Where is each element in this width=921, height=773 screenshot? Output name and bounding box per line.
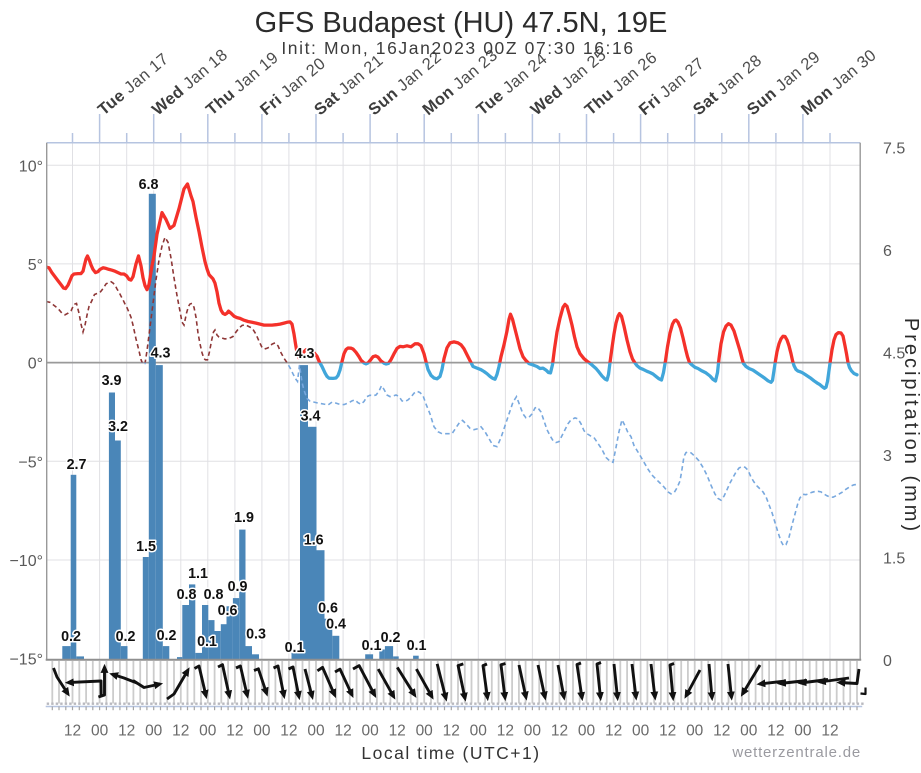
svg-text:12: 12 bbox=[551, 723, 568, 740]
svg-text:0.4: 0.4 bbox=[326, 617, 346, 633]
svg-text:1.5: 1.5 bbox=[883, 551, 905, 568]
svg-text:00: 00 bbox=[91, 723, 109, 740]
svg-text:00: 00 bbox=[253, 723, 271, 740]
svg-text:0.6: 0.6 bbox=[318, 601, 338, 617]
svg-text:00: 00 bbox=[470, 723, 488, 740]
svg-text:00: 00 bbox=[686, 723, 704, 740]
svg-text:10°: 10° bbox=[19, 159, 43, 176]
svg-text:12: 12 bbox=[659, 723, 676, 740]
svg-text:0.3: 0.3 bbox=[246, 627, 266, 643]
svg-text:Local time (UTC+1): Local time (UTC+1) bbox=[361, 743, 540, 763]
svg-text:00: 00 bbox=[794, 723, 812, 740]
svg-text:−10°: −10° bbox=[9, 553, 43, 570]
svg-text:0.1: 0.1 bbox=[407, 638, 427, 654]
svg-text:0.2: 0.2 bbox=[157, 628, 177, 644]
svg-text:1.9: 1.9 bbox=[234, 510, 254, 526]
svg-text:0°: 0° bbox=[28, 356, 43, 373]
svg-text:Init: Mon, 16Jan2023 00Z 07:30: Init: Mon, 16Jan2023 00Z 07:30 16:16 bbox=[281, 38, 634, 58]
svg-text:3.9: 3.9 bbox=[102, 373, 122, 389]
svg-text:12: 12 bbox=[821, 723, 838, 740]
svg-text:0.1: 0.1 bbox=[362, 638, 382, 654]
svg-text:6.8: 6.8 bbox=[139, 177, 159, 193]
svg-text:1.6: 1.6 bbox=[304, 533, 324, 549]
svg-text:−5°: −5° bbox=[18, 454, 43, 471]
svg-text:12: 12 bbox=[118, 723, 135, 740]
svg-text:00: 00 bbox=[145, 723, 163, 740]
svg-text:00: 00 bbox=[307, 723, 325, 740]
svg-text:3.4: 3.4 bbox=[301, 409, 321, 425]
svg-text:GFS Budapest (HU) 47.5N, 19E: GFS Budapest (HU) 47.5N, 19E bbox=[255, 7, 668, 39]
svg-text:12: 12 bbox=[334, 723, 351, 740]
svg-text:12: 12 bbox=[497, 723, 514, 740]
svg-text:2.7: 2.7 bbox=[67, 457, 87, 473]
svg-text:4.5: 4.5 bbox=[883, 345, 905, 362]
svg-text:0: 0 bbox=[883, 653, 892, 670]
svg-text:3.2: 3.2 bbox=[108, 419, 128, 435]
svg-text:0.8: 0.8 bbox=[204, 587, 224, 603]
svg-text:00: 00 bbox=[632, 723, 650, 740]
svg-text:00: 00 bbox=[524, 723, 542, 740]
svg-text:4.3: 4.3 bbox=[151, 346, 171, 362]
svg-text:6: 6 bbox=[883, 243, 892, 260]
svg-text:12: 12 bbox=[280, 723, 297, 740]
svg-text:3: 3 bbox=[883, 448, 892, 465]
svg-text:12: 12 bbox=[713, 723, 730, 740]
svg-text:0.1: 0.1 bbox=[285, 640, 305, 656]
svg-text:00: 00 bbox=[578, 723, 596, 740]
svg-text:00: 00 bbox=[416, 723, 434, 740]
svg-text:12: 12 bbox=[226, 723, 243, 740]
svg-text:12: 12 bbox=[605, 723, 622, 740]
svg-text:00: 00 bbox=[199, 723, 217, 740]
svg-text:0.2: 0.2 bbox=[116, 629, 136, 645]
svg-text:0.8: 0.8 bbox=[177, 587, 197, 603]
svg-text:5°: 5° bbox=[28, 257, 43, 274]
svg-text:1.5: 1.5 bbox=[136, 539, 156, 555]
svg-text:00: 00 bbox=[740, 723, 758, 740]
svg-text:00: 00 bbox=[361, 723, 379, 740]
svg-text:1.1: 1.1 bbox=[188, 566, 208, 582]
svg-text:7.5: 7.5 bbox=[883, 140, 905, 157]
svg-text:12: 12 bbox=[443, 723, 460, 740]
svg-text:0.2: 0.2 bbox=[381, 630, 401, 646]
svg-text:12: 12 bbox=[64, 723, 81, 740]
svg-text:0.1: 0.1 bbox=[197, 634, 217, 650]
svg-text:−15°: −15° bbox=[9, 652, 43, 669]
svg-text:Precipitation (mm): Precipitation (mm) bbox=[900, 318, 921, 534]
svg-text:0.6: 0.6 bbox=[218, 603, 238, 619]
svg-text:12: 12 bbox=[172, 723, 189, 740]
svg-text:0.9: 0.9 bbox=[228, 579, 248, 595]
svg-text:4.3: 4.3 bbox=[295, 346, 315, 362]
svg-text:0.2: 0.2 bbox=[61, 629, 81, 645]
svg-text:12: 12 bbox=[767, 723, 784, 740]
svg-text:12: 12 bbox=[389, 723, 406, 740]
svg-text:wetterzentrale.de: wetterzentrale.de bbox=[731, 744, 861, 761]
